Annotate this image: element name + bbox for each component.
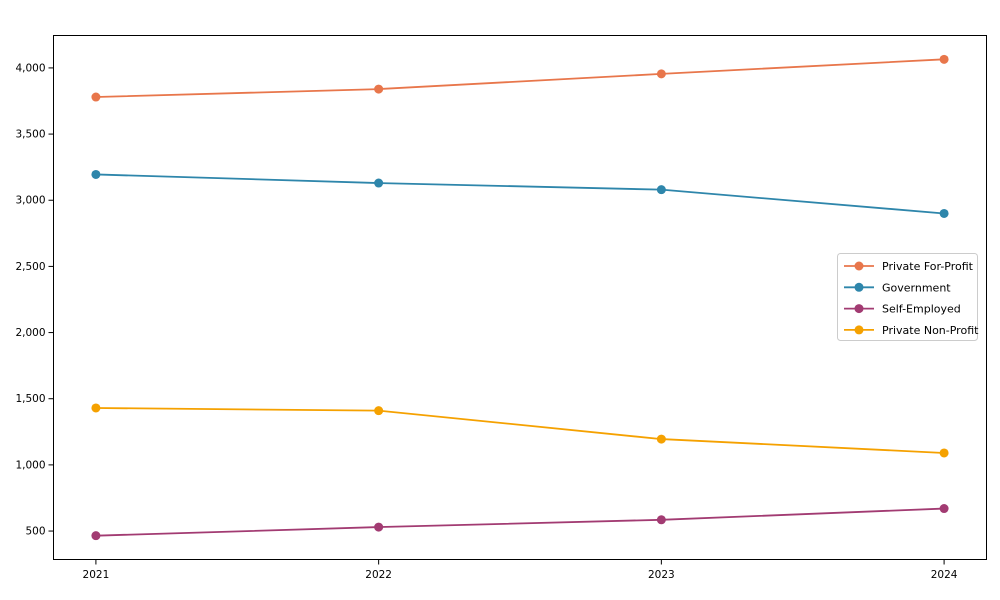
legend-entry-self-employed: Self-Employed [844, 303, 961, 316]
x-tick-label: 2022 [365, 569, 392, 581]
data-point-marker [374, 178, 384, 188]
x-tick-label: 2021 [83, 569, 110, 581]
y-tick-label: 1,000 [15, 459, 45, 471]
y-tick-label: 2,000 [15, 327, 45, 339]
y-tick-label: 1,500 [15, 393, 45, 405]
series-government [91, 169, 949, 218]
plot-frame [53, 35, 987, 560]
legend-entry-private-for-profit: Private For-Profit [844, 260, 974, 273]
data-point-marker [374, 406, 384, 416]
data-point-marker [656, 185, 666, 195]
data-point-marker [656, 515, 666, 525]
series-line [95, 173, 945, 215]
legend-label: Government [882, 281, 951, 294]
y-tick-label: 3,500 [15, 129, 45, 141]
x-tick-label: 2024 [931, 569, 958, 581]
data-point-marker [939, 208, 949, 218]
legend: Private For-Profit Government Self-Employe… [837, 253, 979, 341]
legend-marker [854, 282, 864, 292]
series-self-employed [91, 504, 949, 541]
y-tick-label: 2,500 [15, 261, 45, 273]
series-private-non-profit [91, 403, 949, 458]
series-line [95, 507, 945, 537]
y-tick-label: 500 [25, 526, 45, 538]
data-point-marker [374, 522, 384, 532]
data-point-marker [939, 448, 949, 458]
y-axis: 500 1,000 1,500 2,000 2,500 3,000 3,500 4,000 [15, 62, 54, 538]
y-tick-label: 4,000 [15, 62, 45, 74]
data-point-marker [91, 92, 101, 102]
series-private-for-profit [91, 54, 949, 102]
data-point-marker [374, 84, 384, 94]
x-tick-label: 2023 [648, 569, 675, 581]
data-point-marker [939, 54, 949, 64]
legend-entry-private-non-profit: Private Non-Profit [844, 324, 979, 337]
data-point-marker [91, 531, 101, 541]
data-point-marker [91, 403, 101, 413]
data-point-marker [656, 69, 666, 79]
y-tick-label: 3,000 [15, 195, 45, 207]
legend-entry-government: Government [844, 281, 951, 294]
data-point-marker [656, 434, 666, 444]
series-line [95, 407, 945, 454]
x-axis: 2021 2022 2023 2024 [83, 559, 958, 581]
legend-marker [854, 304, 864, 314]
data-point-marker [91, 169, 101, 179]
legend-label: Self-Employed [882, 303, 961, 316]
legend-label: Private Non-Profit [882, 324, 979, 337]
legend-box [837, 253, 978, 341]
legend-marker [854, 261, 864, 271]
data-point-marker [939, 504, 949, 514]
legend-label: Private For-Profit [882, 260, 974, 273]
legend-marker [854, 325, 864, 335]
series-line [95, 58, 945, 98]
